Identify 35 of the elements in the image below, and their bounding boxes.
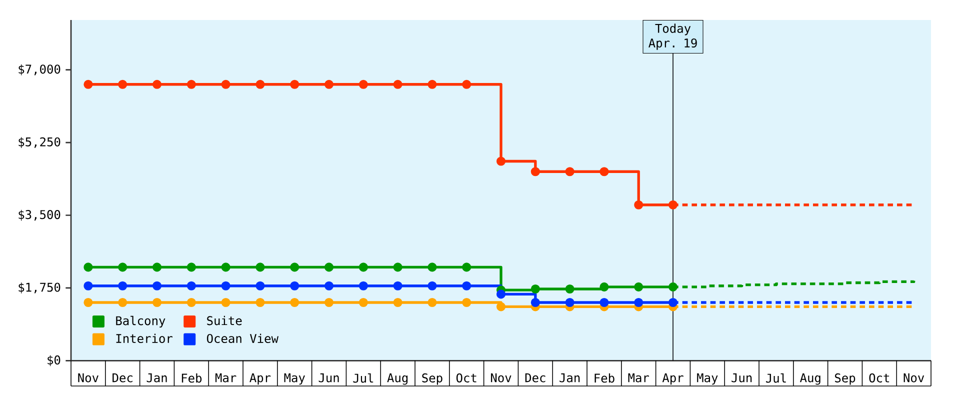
x-tick-label: Jan bbox=[146, 373, 167, 382]
x-tick-label: Jul bbox=[353, 373, 374, 383]
x-tick-label: Sep bbox=[834, 373, 856, 385]
x-tick-label: Aug bbox=[800, 373, 820, 385]
x-tick-label: May bbox=[284, 373, 305, 385]
x-tick-label: Mar bbox=[215, 373, 236, 382]
y-tick-label: $7,000 bbox=[18, 64, 60, 76]
legend-label: Ocean View bbox=[206, 334, 279, 344]
legend-label: Balcony bbox=[116, 316, 166, 328]
x-tick-label: Jun bbox=[318, 373, 339, 382]
x-tick-label: Aug bbox=[387, 373, 408, 385]
x-tick-label: Oct bbox=[456, 373, 476, 382]
x-tick-label: Nov bbox=[490, 373, 512, 382]
x-tick-label: Nov bbox=[78, 373, 98, 382]
x-tick-label: Feb bbox=[182, 373, 202, 383]
x-tick-label: Jan bbox=[560, 373, 580, 382]
y-tick-label: $3,500 bbox=[18, 210, 60, 221]
annotation: Today Apr. 19 bbox=[648, 24, 697, 50]
y-tick-label: $0 bbox=[48, 355, 60, 366]
y-tick-label: $1,750 bbox=[18, 282, 60, 294]
x-tick-label: Sep bbox=[422, 373, 442, 385]
x-tick-label: Apr bbox=[662, 373, 684, 385]
x-tick-label: Jul bbox=[766, 373, 786, 383]
x-tick-label: Oct bbox=[869, 373, 890, 382]
x-tick-label: Nov bbox=[904, 373, 924, 382]
x-tick-label: Apr bbox=[250, 373, 271, 385]
y-tick-label: $5,250 bbox=[18, 137, 60, 148]
x-tick-label: Mar bbox=[628, 373, 649, 382]
legend-label: Suite bbox=[207, 316, 242, 326]
x-tick-label: Feb bbox=[594, 373, 614, 383]
x-tick-label: Dec bbox=[525, 373, 546, 382]
legend-label: Interior bbox=[116, 334, 172, 344]
x-tick-label: May bbox=[697, 373, 718, 385]
x-tick-label: Jun bbox=[732, 373, 752, 382]
x-tick-label: Dec bbox=[112, 373, 132, 382]
